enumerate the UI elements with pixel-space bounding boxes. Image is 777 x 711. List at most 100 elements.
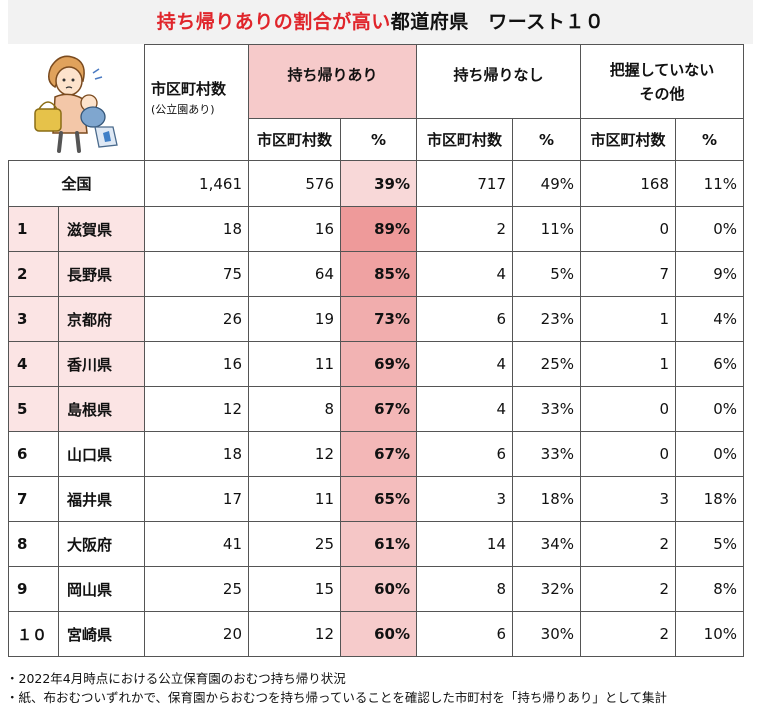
row-prefecture: 島根県 xyxy=(58,386,145,432)
row-without-count: 4 xyxy=(416,386,513,432)
row-rank: 2 xyxy=(8,251,59,297)
row-total: 25 xyxy=(144,566,249,612)
subheader-with-pct: % xyxy=(340,118,417,161)
mother-carrying-baby-icon xyxy=(34,55,119,154)
row-without-count: 6 xyxy=(416,431,513,477)
national-with-count: 576 xyxy=(248,160,341,207)
row-without-pct: 18% xyxy=(512,476,581,522)
row-without-pct: 34% xyxy=(512,521,581,567)
row-total: 18 xyxy=(144,206,249,252)
row-with-pct: 85% xyxy=(340,251,417,297)
row-without-count: 2 xyxy=(416,206,513,252)
row-with-count: 64 xyxy=(248,251,341,297)
row-other-pct: 18% xyxy=(675,476,744,522)
national-without-pct: 49% xyxy=(512,160,581,207)
row-rank: 8 xyxy=(8,521,59,567)
row-other-count: 7 xyxy=(580,251,676,297)
row-other-pct: 6% xyxy=(675,341,744,387)
national-total: 1,461 xyxy=(144,160,249,207)
row-without-count: 6 xyxy=(416,296,513,342)
row-without-count: 4 xyxy=(416,251,513,297)
row-other-pct: 10% xyxy=(675,611,744,657)
ranking-rows: 1 滋賀県 18 16 89% 2 11% 0 0% 2 長野県 75 64 85% 4 5% 7 9% 3 京都府 2… xyxy=(8,206,744,657)
header-unknown-other: 把握していない その他 xyxy=(580,44,744,119)
row-with-pct: 73% xyxy=(340,296,417,342)
row-with-pct: 60% xyxy=(340,611,417,657)
illustration-cell xyxy=(8,44,145,161)
subheader-other-count: 市区町村数 xyxy=(580,118,676,161)
row-with-count: 19 xyxy=(248,296,341,342)
table-row: 4 香川県 16 11 69% 4 25% 1 6% xyxy=(8,341,744,387)
row-with-pct: 69% xyxy=(340,341,417,387)
national-label: 全国 xyxy=(8,160,145,207)
row-other-pct: 0% xyxy=(675,206,744,252)
table-row: １０ 宮崎県 20 12 60% 6 30% 2 10% xyxy=(8,611,744,657)
row-rank: 1 xyxy=(8,206,59,252)
row-rank: 9 xyxy=(8,566,59,612)
footnote-2: ・紙、布おむついずれかで、保育園からおむつを持ち帰っていることを確認した市町村を… xyxy=(6,690,668,705)
row-prefecture: 大阪府 xyxy=(58,521,145,567)
table-row: 5 島根県 12 8 67% 4 33% 0 0% xyxy=(8,386,744,432)
row-prefecture: 滋賀県 xyxy=(58,206,145,252)
row-prefecture: 山口県 xyxy=(58,431,145,477)
row-other-count: 0 xyxy=(580,431,676,477)
row-rank: １０ xyxy=(8,611,59,657)
national-row: 全国 1,461 576 39% 717 49% 168 11% xyxy=(8,160,744,207)
row-other-count: 2 xyxy=(580,521,676,567)
national-without-count: 717 xyxy=(416,160,513,207)
row-rank: 4 xyxy=(8,341,59,387)
table-row: 9 岡山県 25 15 60% 8 32% 2 8% xyxy=(8,566,744,612)
row-prefecture: 香川県 xyxy=(58,341,145,387)
table-row: 8 大阪府 41 25 61% 14 34% 2 5% xyxy=(8,521,744,567)
header-municipalities-label: 市区町村数 xyxy=(151,80,227,98)
row-other-pct: 5% xyxy=(675,521,744,567)
row-without-pct: 5% xyxy=(512,251,581,297)
row-rank: 7 xyxy=(8,476,59,522)
national-other-pct: 11% xyxy=(675,160,744,207)
table-row: 2 長野県 75 64 85% 4 5% 7 9% xyxy=(8,251,744,297)
row-prefecture: 福井県 xyxy=(58,476,145,522)
row-other-count: 2 xyxy=(580,566,676,612)
row-with-pct: 67% xyxy=(340,386,417,432)
subheader-other-pct: % xyxy=(675,118,744,161)
row-other-count: 0 xyxy=(580,386,676,432)
row-with-count: 8 xyxy=(248,386,341,432)
row-prefecture: 岡山県 xyxy=(58,566,145,612)
row-without-pct: 23% xyxy=(512,296,581,342)
row-with-count: 12 xyxy=(248,611,341,657)
row-prefecture: 宮崎県 xyxy=(58,611,145,657)
row-other-pct: 0% xyxy=(675,386,744,432)
national-with-pct: 39% xyxy=(340,160,417,207)
row-rank: 3 xyxy=(8,296,59,342)
footnote-1: ・2022年4月時点における公立保育園のおむつ持ち帰り状況 xyxy=(6,671,346,686)
row-other-count: 2 xyxy=(580,611,676,657)
row-with-pct: 61% xyxy=(340,521,417,567)
page-title: 持ち帰りありの割合が高い都道府県 ワースト１０ xyxy=(8,0,753,44)
row-without-pct: 33% xyxy=(512,386,581,432)
title-highlight: 持ち帰りありの割合が高い xyxy=(156,11,391,33)
header-municipalities-note: (公立園あり) xyxy=(151,103,215,116)
table-row: 6 山口県 18 12 67% 6 33% 0 0% xyxy=(8,431,744,477)
row-with-pct: 67% xyxy=(340,431,417,477)
row-with-pct: 60% xyxy=(340,566,417,612)
header-unknown-line1: 把握していない xyxy=(609,60,715,79)
row-other-pct: 9% xyxy=(675,251,744,297)
row-with-count: 16 xyxy=(248,206,341,252)
row-total: 26 xyxy=(144,296,249,342)
row-with-pct: 65% xyxy=(340,476,417,522)
row-without-count: 6 xyxy=(416,611,513,657)
row-without-pct: 25% xyxy=(512,341,581,387)
row-other-pct: 4% xyxy=(675,296,744,342)
row-other-count: 3 xyxy=(580,476,676,522)
row-prefecture: 長野県 xyxy=(58,251,145,297)
row-without-pct: 32% xyxy=(512,566,581,612)
row-rank: 6 xyxy=(8,431,59,477)
row-prefecture: 京都府 xyxy=(58,296,145,342)
row-with-count: 15 xyxy=(248,566,341,612)
table-row: 3 京都府 26 19 73% 6 23% 1 4% xyxy=(8,296,744,342)
row-total: 41 xyxy=(144,521,249,567)
row-other-count: 1 xyxy=(580,296,676,342)
row-total: 18 xyxy=(144,431,249,477)
footnotes: ・2022年4月時点における公立保育園のおむつ持ち帰り状況 ・紙、布おむついずれ… xyxy=(6,669,667,707)
row-without-count: 8 xyxy=(416,566,513,612)
